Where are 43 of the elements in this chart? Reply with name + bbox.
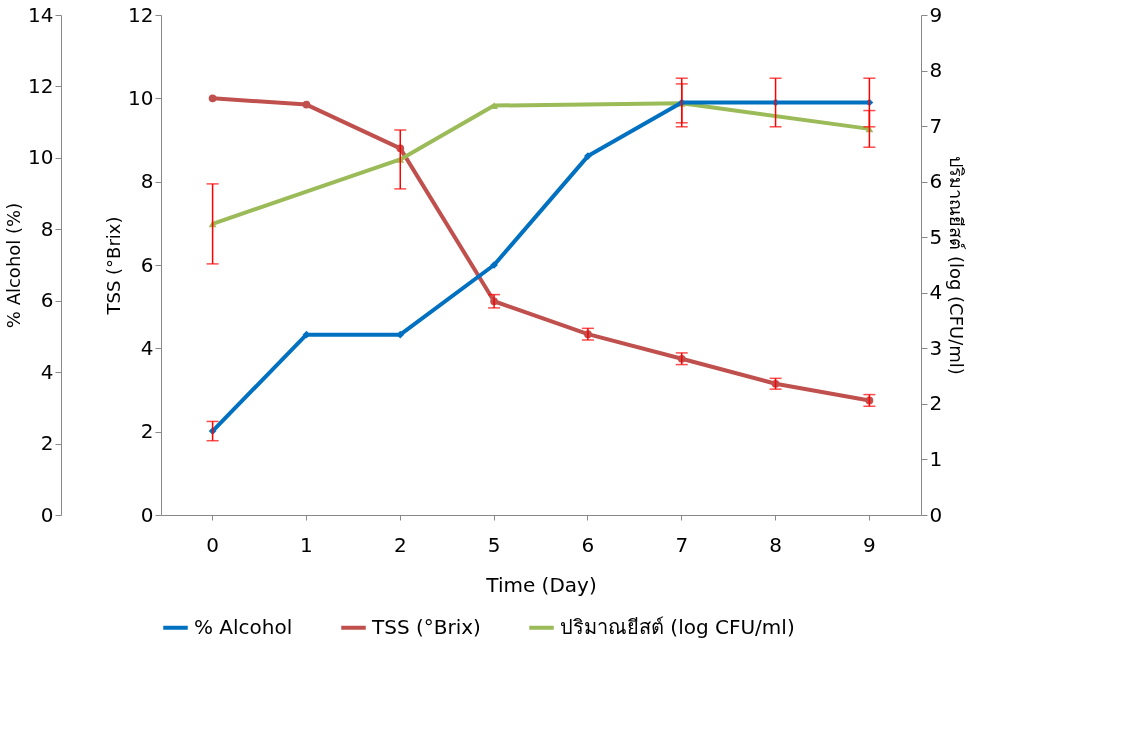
point xyxy=(302,100,311,109)
y-tick-label: 4 xyxy=(40,359,54,384)
y2-tick-label: 8 xyxy=(140,169,154,194)
y2-tick-label: 2 xyxy=(140,419,154,444)
y-tick-label: 14 xyxy=(28,2,54,27)
point xyxy=(584,152,592,160)
x-tick-label: 8 xyxy=(769,532,782,557)
y2-tick-label: 0 xyxy=(140,502,154,527)
y-tick-label: 12 xyxy=(28,73,54,98)
y3-tick-label: 9 xyxy=(929,2,943,27)
y3-tick-label: 5 xyxy=(929,224,943,249)
x-tick-label: 9 xyxy=(863,532,876,557)
x-axis-title: Time (Day) xyxy=(485,572,597,597)
y-tick-label: 8 xyxy=(40,216,54,241)
y-tick-label: 2 xyxy=(40,431,54,456)
x-tick-label: 0 xyxy=(206,532,219,557)
x-tick-label: 6 xyxy=(581,532,595,557)
y3-tick-label: 3 xyxy=(929,335,943,360)
x-tick-label: 1 xyxy=(300,532,313,557)
y-tick-label: 0 xyxy=(40,502,54,527)
y2-tick-label: 6 xyxy=(140,252,154,277)
y3-tick-label: 7 xyxy=(929,113,943,138)
y-tick-label: 10 xyxy=(28,145,54,170)
y2-tick-label: 12 xyxy=(128,2,154,27)
x-tick-label: 5 xyxy=(487,532,501,557)
y-axis-title: % Alcohol (%) xyxy=(3,202,25,329)
y3-tick-label: 8 xyxy=(929,58,943,83)
y2-axis-title: TSS (°Brix) xyxy=(103,216,125,316)
legend-label: ปริมาณยีสต์ (log CFU/ml) xyxy=(560,614,795,639)
y3-tick-label: 1 xyxy=(929,446,943,471)
x-tick-label: 2 xyxy=(393,532,407,557)
y3-tick-label: 2 xyxy=(929,391,943,416)
y3-tick-label: 6 xyxy=(929,169,943,194)
y3-tick-label: 0 xyxy=(929,502,943,527)
y3-axis-title: ปริมาณยีสต์ (log (CFU/ml) xyxy=(946,156,968,375)
y3-tick-label: 4 xyxy=(929,280,943,305)
x-tick-label: 7 xyxy=(675,532,689,557)
y-tick-label: 6 xyxy=(40,288,54,313)
y2-tick-label: 10 xyxy=(128,85,154,110)
legend-label: % Alcohol xyxy=(194,614,293,639)
y2-tick-label: 4 xyxy=(140,335,154,360)
point xyxy=(208,94,217,103)
legend-label: TSS (°Brix) xyxy=(371,614,481,639)
